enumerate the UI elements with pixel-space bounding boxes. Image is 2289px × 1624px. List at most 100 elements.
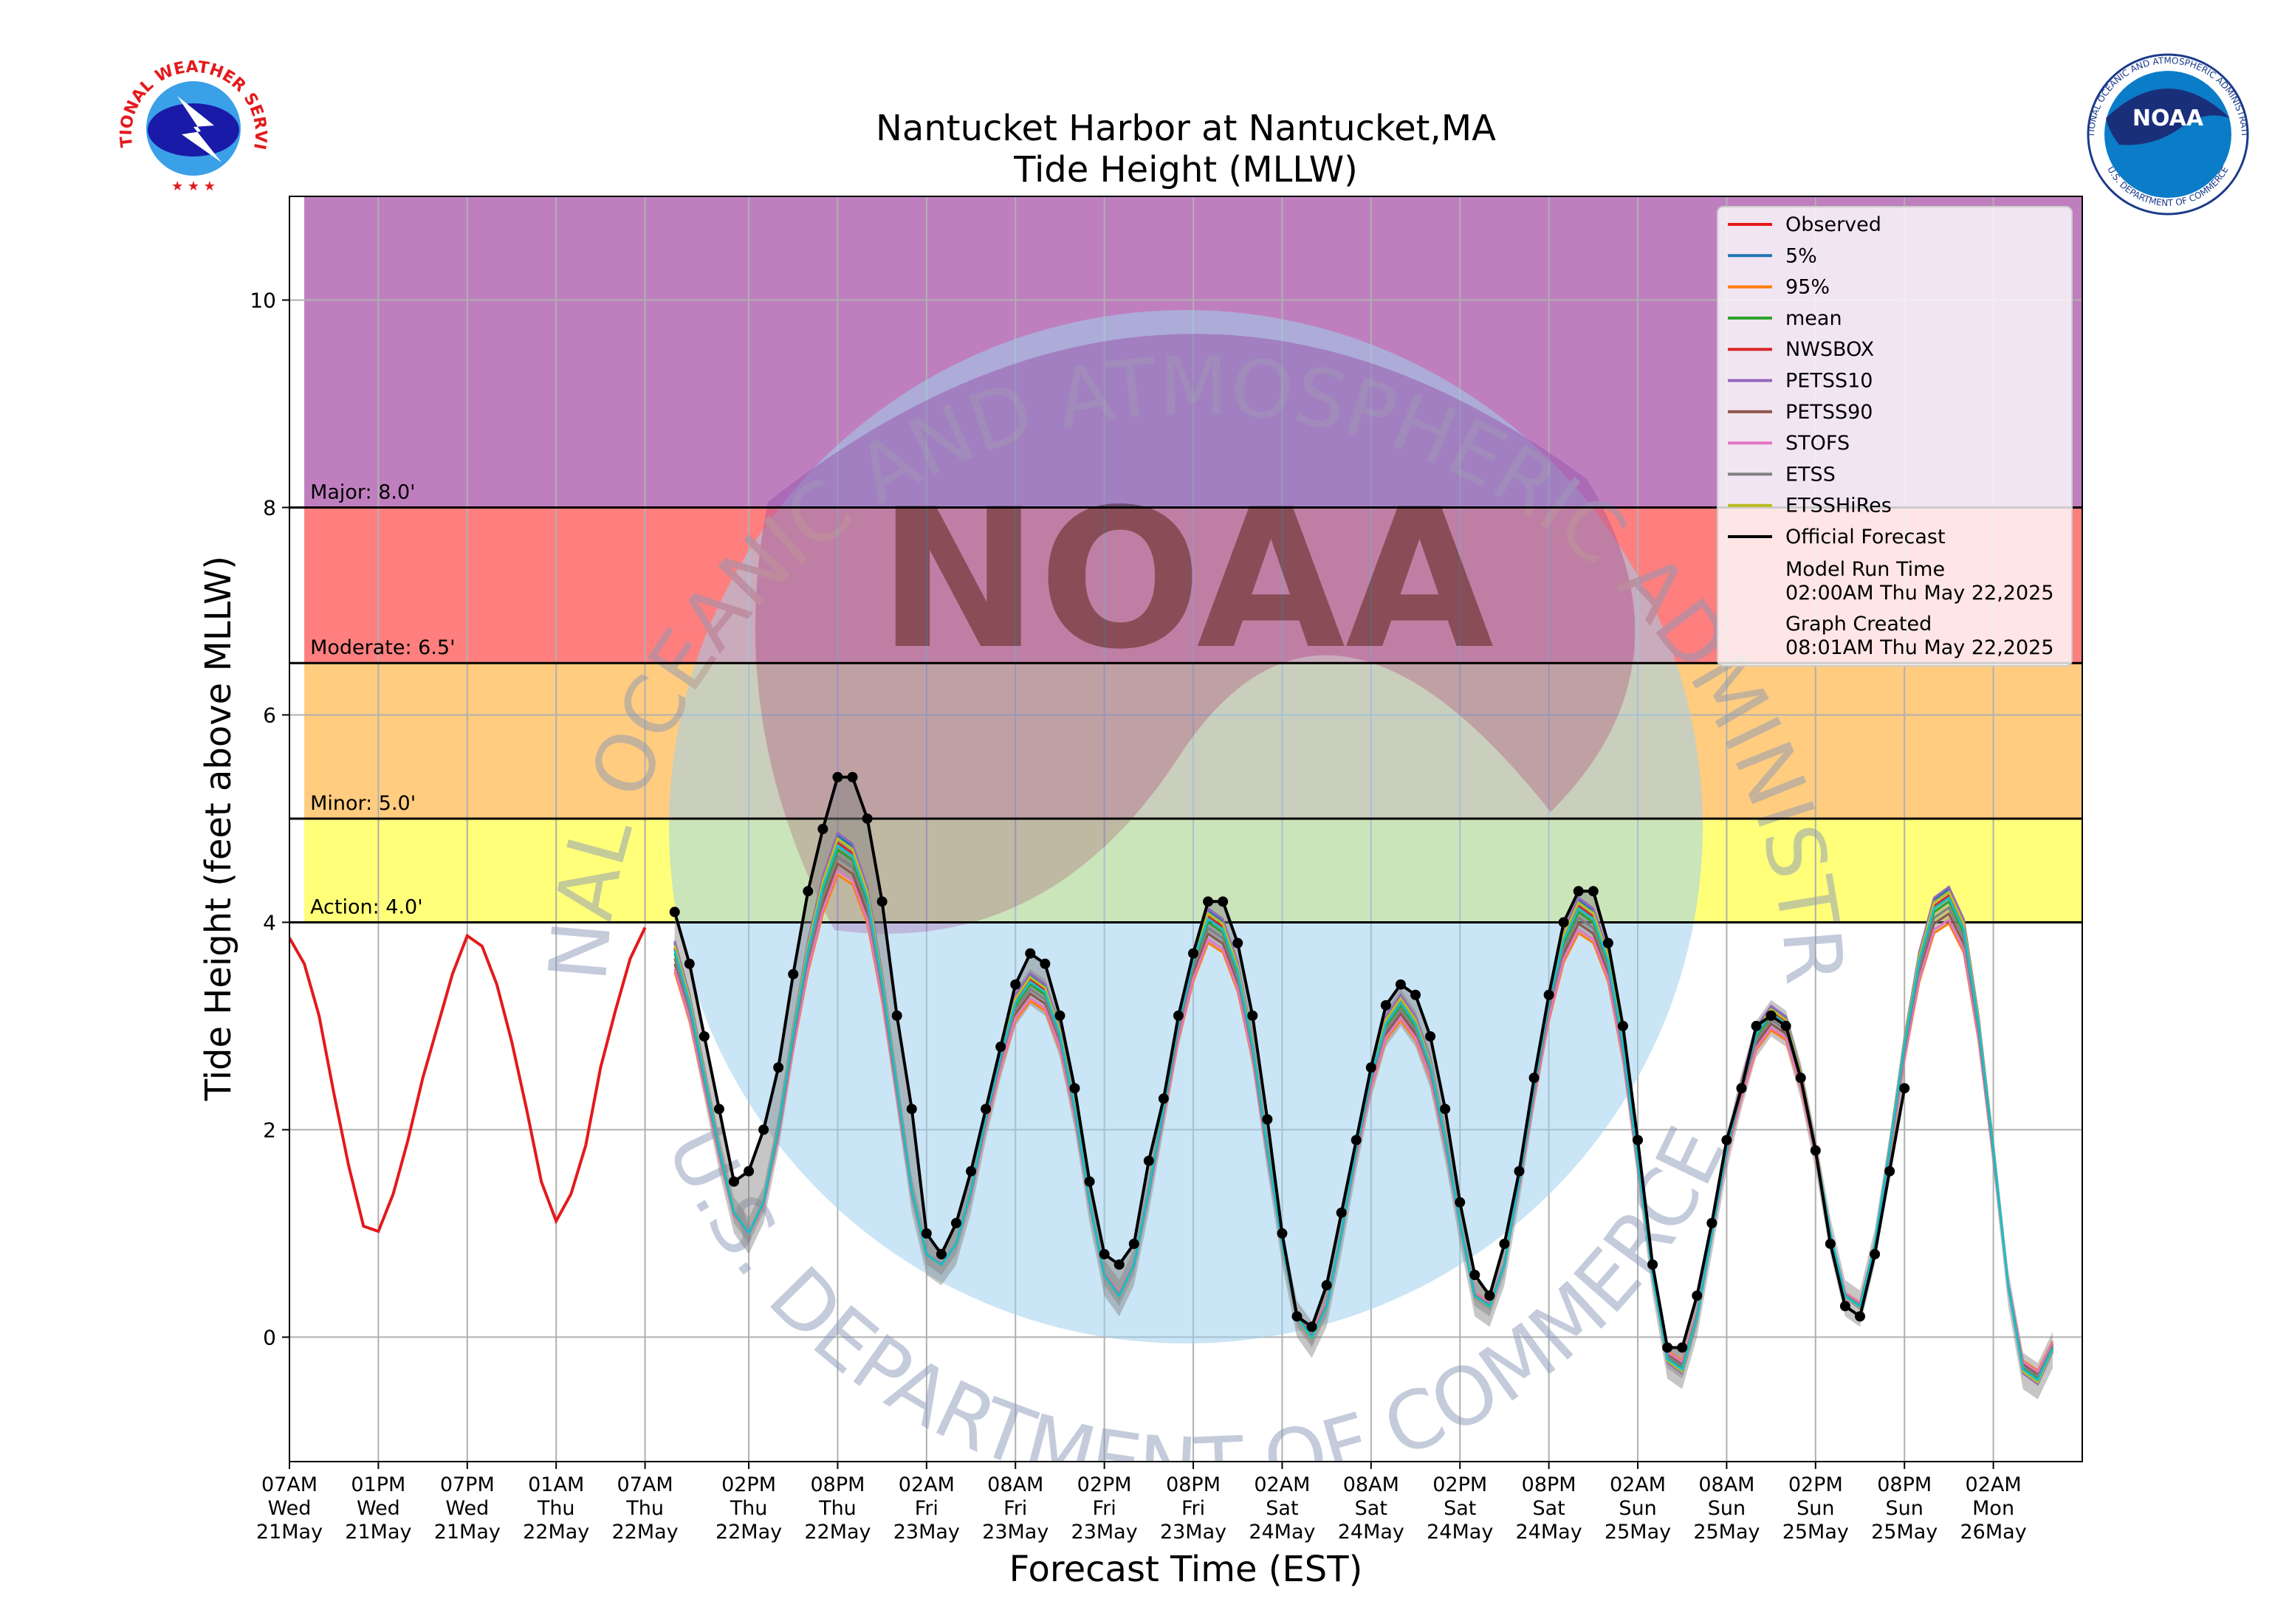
official-forecast-point (1218, 896, 1229, 907)
official-forecast-point (713, 1104, 724, 1115)
official-forecast-point (1795, 1073, 1806, 1084)
x-tick-label: 08AM (1343, 1473, 1399, 1496)
official-forecast-point (1040, 958, 1051, 969)
official-forecast-point (1736, 1083, 1747, 1094)
watermark-bird-shape (755, 334, 1636, 934)
x-tick-label: Mon (1972, 1497, 2014, 1520)
official-forecast-point (1069, 1083, 1080, 1094)
official-forecast-point (1617, 1020, 1628, 1031)
x-tick-label: 08PM (1522, 1473, 1576, 1496)
x-tick-label: 02AM (1610, 1473, 1666, 1496)
official-forecast-point (832, 771, 843, 782)
official-forecast-point (1706, 1217, 1717, 1228)
official-forecast-point (1395, 979, 1406, 990)
threshold-label: Minor: 5.0' (310, 792, 416, 815)
x-tick-label: 25May (1782, 1521, 1849, 1544)
series-layer (289, 771, 2054, 1400)
official-forecast-point (1514, 1166, 1525, 1177)
x-tick-label: 22May (715, 1521, 782, 1544)
official-forecast-point (1899, 1083, 1910, 1094)
x-tick-label: 07PM (440, 1473, 495, 1496)
official-forecast-point (981, 1104, 992, 1115)
official-forecast-point (1870, 1249, 1881, 1260)
x-tick-label: Sun (1708, 1497, 1746, 1520)
official-forecast-point (1455, 1197, 1466, 1208)
y-axis-ticks: 0 2 4 6 8 10 (250, 288, 289, 1349)
official-forecast-point (1469, 1270, 1480, 1281)
legend: Observed 5% 95% mean NWSBOX PETSS10 PETSS90 STO… (1717, 206, 2073, 667)
official-forecast-point (1262, 1114, 1273, 1125)
official-forecast-point (773, 1062, 784, 1073)
x-tick-label: 02AM (899, 1473, 955, 1496)
official-forecast-point (1306, 1321, 1317, 1332)
x-tick-label: Fri (1003, 1497, 1027, 1520)
legend-entry-label: PETSS10 (1785, 370, 1873, 393)
official-forecast-point (1425, 1031, 1436, 1042)
threshold-label: Major: 8.0' (310, 481, 416, 503)
official-forecast-point (1602, 937, 1613, 949)
legend-entry-label: 95% (1785, 276, 1830, 299)
x-tick-label: 21May (434, 1521, 501, 1544)
x-tick-label: 23May (1071, 1521, 1138, 1544)
official-forecast-point (669, 906, 680, 918)
legend-entry-label: STOFS (1785, 432, 1850, 455)
legend-model-run-label: Model Run Time (1785, 558, 1945, 581)
official-forecast-point (1440, 1104, 1451, 1115)
x-tick-label: Sat (1532, 1497, 1565, 1520)
x-tick-label: 21May (345, 1521, 411, 1544)
y-axis-label: Tide Height (feet above MLLW) (198, 556, 239, 1101)
noaa-logo-text: NOAA (2132, 106, 2204, 131)
official-forecast-point (876, 896, 888, 907)
x-tick-label: Sat (1266, 1497, 1298, 1520)
x-tick-label: 22May (523, 1521, 589, 1544)
official-forecast-point (921, 1228, 932, 1239)
x-tick-label: Thu (818, 1497, 857, 1520)
x-tick-label: 02PM (1432, 1473, 1487, 1496)
official-forecast-point (1855, 1311, 1866, 1322)
x-tick-label: Wed (268, 1497, 312, 1520)
chart-title: Nantucket Harbor at Nantucket,MA (876, 108, 1496, 149)
x-tick-label: 08AM (987, 1473, 1043, 1496)
official-forecast-point (758, 1124, 769, 1135)
legend-entry-label: mean (1785, 307, 1842, 330)
x-tick-label: Thu (537, 1497, 575, 1520)
legend-entry-label: Observed (1785, 213, 1881, 236)
x-tick-label: 07AM (617, 1473, 673, 1496)
legend-graph-created-label: Graph Created (1785, 613, 1932, 636)
x-tick-label: 07AM (261, 1473, 318, 1496)
official-forecast-point (1084, 1176, 1095, 1187)
legend-entry-label: Official Forecast (1785, 526, 1946, 548)
plot-frame (289, 196, 2083, 1462)
official-forecast-point (1765, 1010, 1777, 1021)
nws-logo: NATIONAL WEATHER SERVICE ★ ★ ★ (0, 0, 270, 194)
official-forecast-point (1677, 1342, 1688, 1353)
official-forecast-point (1173, 1010, 1184, 1021)
official-forecast-point (995, 1042, 1006, 1053)
official-forecast-point (1884, 1166, 1895, 1177)
y-tick-label: 0 (263, 1325, 276, 1349)
x-tick-label: Sat (1355, 1497, 1387, 1520)
x-tick-label: 22May (804, 1521, 871, 1544)
noaa-bird-icon (2106, 89, 2230, 145)
x-tick-label: 24May (1338, 1521, 1404, 1544)
legend-box (1717, 206, 2073, 667)
y-tick-label: 8 (263, 495, 276, 520)
x-tick-label: 02PM (1077, 1473, 1132, 1496)
watermark-noaa: NOAA (878, 469, 1495, 692)
x-tick-label: 26May (1960, 1521, 2027, 1544)
observed-line (289, 926, 647, 1234)
legend-entry-label: 5% (1785, 244, 1817, 267)
x-tick-label: Fri (915, 1497, 938, 1520)
x-tick-label: Sun (1619, 1497, 1656, 1520)
official-forecast-point (1158, 1093, 1169, 1104)
x-tick-label: 02AM (1966, 1473, 2022, 1496)
official-forecast-point (1321, 1280, 1332, 1291)
legend-entry-label: NWSBOX (1785, 338, 1874, 361)
threshold-label: Moderate: 6.5' (310, 636, 455, 659)
official-forecast-point (1291, 1311, 1303, 1322)
threshold-lines: Action: 4.0' Minor: 5.0' Moderate: 6.5' Maj… (289, 481, 2082, 923)
x-tick-label: 22May (611, 1521, 678, 1544)
official-forecast-point (906, 1104, 917, 1115)
x-tick-label: 21May (256, 1521, 323, 1544)
x-tick-label: Fri (1093, 1497, 1116, 1520)
